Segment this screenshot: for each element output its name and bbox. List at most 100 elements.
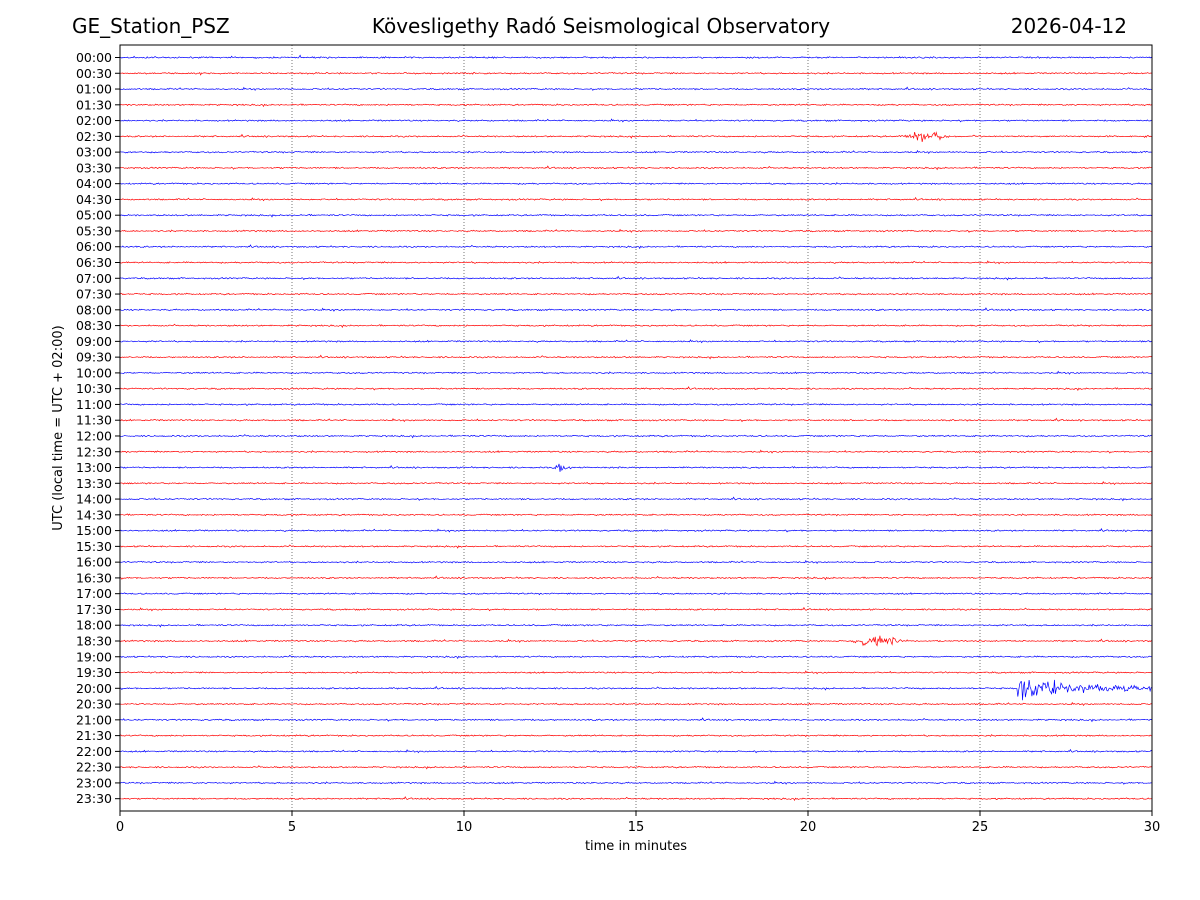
- x-tick-label: 15: [628, 820, 645, 835]
- y-tick-label: 15:00: [76, 523, 112, 538]
- trace-0800: [119, 307, 1153, 312]
- trace-1830: [119, 635, 1153, 647]
- y-tick-label: 11:00: [76, 397, 112, 412]
- x-tick-label: 20: [800, 820, 817, 835]
- trace-1330: [119, 481, 1153, 486]
- y-tick-label: 19:30: [76, 665, 112, 680]
- y-tick-label: 17:30: [76, 602, 112, 617]
- y-tick-label: 22:30: [76, 760, 112, 775]
- y-tick-label: 01:30: [76, 97, 112, 112]
- trace-1900: [119, 654, 1153, 660]
- y-tick-label: 22:00: [76, 744, 112, 759]
- y-tick-label: 20:30: [76, 697, 112, 712]
- y-tick-label: 07:00: [76, 271, 112, 286]
- trace-1200: [119, 434, 1153, 439]
- trace-1130: [119, 417, 1153, 423]
- trace-1300: [119, 463, 1153, 472]
- y-tick-label: 00:30: [76, 66, 112, 81]
- trace-0630: [119, 260, 1153, 265]
- trace-0100: [119, 86, 1153, 91]
- trace-1500: [119, 528, 1153, 533]
- trace-2000: [119, 679, 1153, 701]
- y-tick-label: 11:30: [76, 413, 112, 428]
- trace-2200: [119, 748, 1153, 754]
- trace-1730: [119, 606, 1152, 612]
- trace-0030: [119, 71, 1153, 76]
- y-tick-label: 18:30: [76, 633, 112, 648]
- trace-1100: [119, 402, 1153, 406]
- trace-1230: [119, 449, 1153, 454]
- y-tick-label: 06:00: [76, 239, 112, 254]
- y-tick-label: 03:30: [76, 160, 112, 175]
- x-tick-label: 25: [972, 820, 989, 835]
- y-tick-label: 04:00: [76, 176, 112, 191]
- y-tick-label: 02:30: [76, 129, 112, 144]
- trace-0300: [119, 149, 1153, 154]
- trace-0700: [119, 275, 1153, 281]
- trace-0130: [119, 103, 1153, 108]
- x-tick-label: 10: [456, 820, 473, 835]
- y-tick-label: 14:00: [76, 492, 112, 507]
- y-tick-label: 07:30: [76, 287, 112, 302]
- x-tick-label: 5: [288, 820, 296, 835]
- trace-1430: [119, 513, 1153, 517]
- y-tick-label: 05:00: [76, 208, 112, 223]
- y-axis-label: UTC (local time = UTC + 02:00): [51, 325, 66, 530]
- trace-0930: [119, 354, 1153, 360]
- trace-1630: [119, 575, 1153, 581]
- trace-0230: [119, 131, 1153, 143]
- y-tick-label: 21:00: [76, 712, 112, 727]
- y-tick-label: 13:00: [76, 460, 112, 475]
- trace-1700: [119, 591, 1153, 596]
- y-tick-label: 16:00: [76, 555, 112, 570]
- y-tick-label: 06:30: [76, 255, 112, 270]
- observatory-title: Kövesligethy Radó Seismological Observat…: [371, 14, 831, 38]
- trace-1530: [119, 544, 1153, 549]
- y-tick-label: 12:30: [76, 444, 112, 459]
- trace-1000: [119, 370, 1153, 375]
- trace-0500: [119, 213, 1153, 218]
- y-tick-label: 13:30: [76, 476, 112, 491]
- y-tick-label: 14:30: [76, 507, 112, 522]
- y-tick-label: 09:00: [76, 334, 112, 349]
- trace-2330: [119, 796, 1153, 802]
- trace-0730: [119, 292, 1153, 296]
- trace-0200: [119, 118, 1153, 123]
- trace-0530: [119, 228, 1153, 233]
- trace-0430: [119, 196, 1153, 202]
- x-tick-label: 30: [1144, 820, 1161, 835]
- grid-lines: [291, 45, 981, 811]
- y-tick-label: 23:30: [76, 791, 112, 806]
- trace-2030: [119, 701, 1153, 706]
- x-axis-label: time in minutes: [585, 839, 687, 854]
- trace-1930: [119, 670, 1153, 675]
- trace-2100: [119, 717, 1153, 723]
- y-tick-label: 10:00: [76, 365, 112, 380]
- seismogram-traces: [119, 54, 1153, 802]
- trace-1800: [119, 623, 1153, 628]
- trace-0600: [119, 244, 1153, 250]
- y-tick-label: 12:00: [76, 428, 112, 443]
- trace-2300: [119, 780, 1153, 785]
- y-tick-label: 01:00: [76, 82, 112, 97]
- y-tick-label: 00:00: [76, 50, 112, 65]
- x-tick-label: 0: [116, 820, 124, 835]
- y-tick-label: 18:00: [76, 618, 112, 633]
- y-tick-label: 16:30: [76, 570, 112, 585]
- trace-2130: [119, 734, 1153, 738]
- axis-ticks: 0 5 10 15 20 25 30 00:0000:3001:0001:3002:0002:…: [76, 50, 1160, 835]
- trace-2230: [119, 765, 1153, 770]
- trace-0900: [119, 339, 1153, 344]
- y-tick-label: 08:00: [76, 302, 112, 317]
- y-tick-label: 05:30: [76, 223, 112, 238]
- trace-1600: [119, 559, 1153, 565]
- trace-0000: [119, 54, 1153, 59]
- y-tick-label: 10:30: [76, 381, 112, 396]
- record-date: 2026-04-12: [1010, 14, 1127, 38]
- trace-1030: [119, 386, 1153, 392]
- y-tick-label: 20:00: [76, 681, 112, 696]
- y-tick-label: 03:00: [76, 145, 112, 160]
- plot-frame: [119, 44, 1153, 812]
- y-tick-label: 09:30: [76, 350, 112, 365]
